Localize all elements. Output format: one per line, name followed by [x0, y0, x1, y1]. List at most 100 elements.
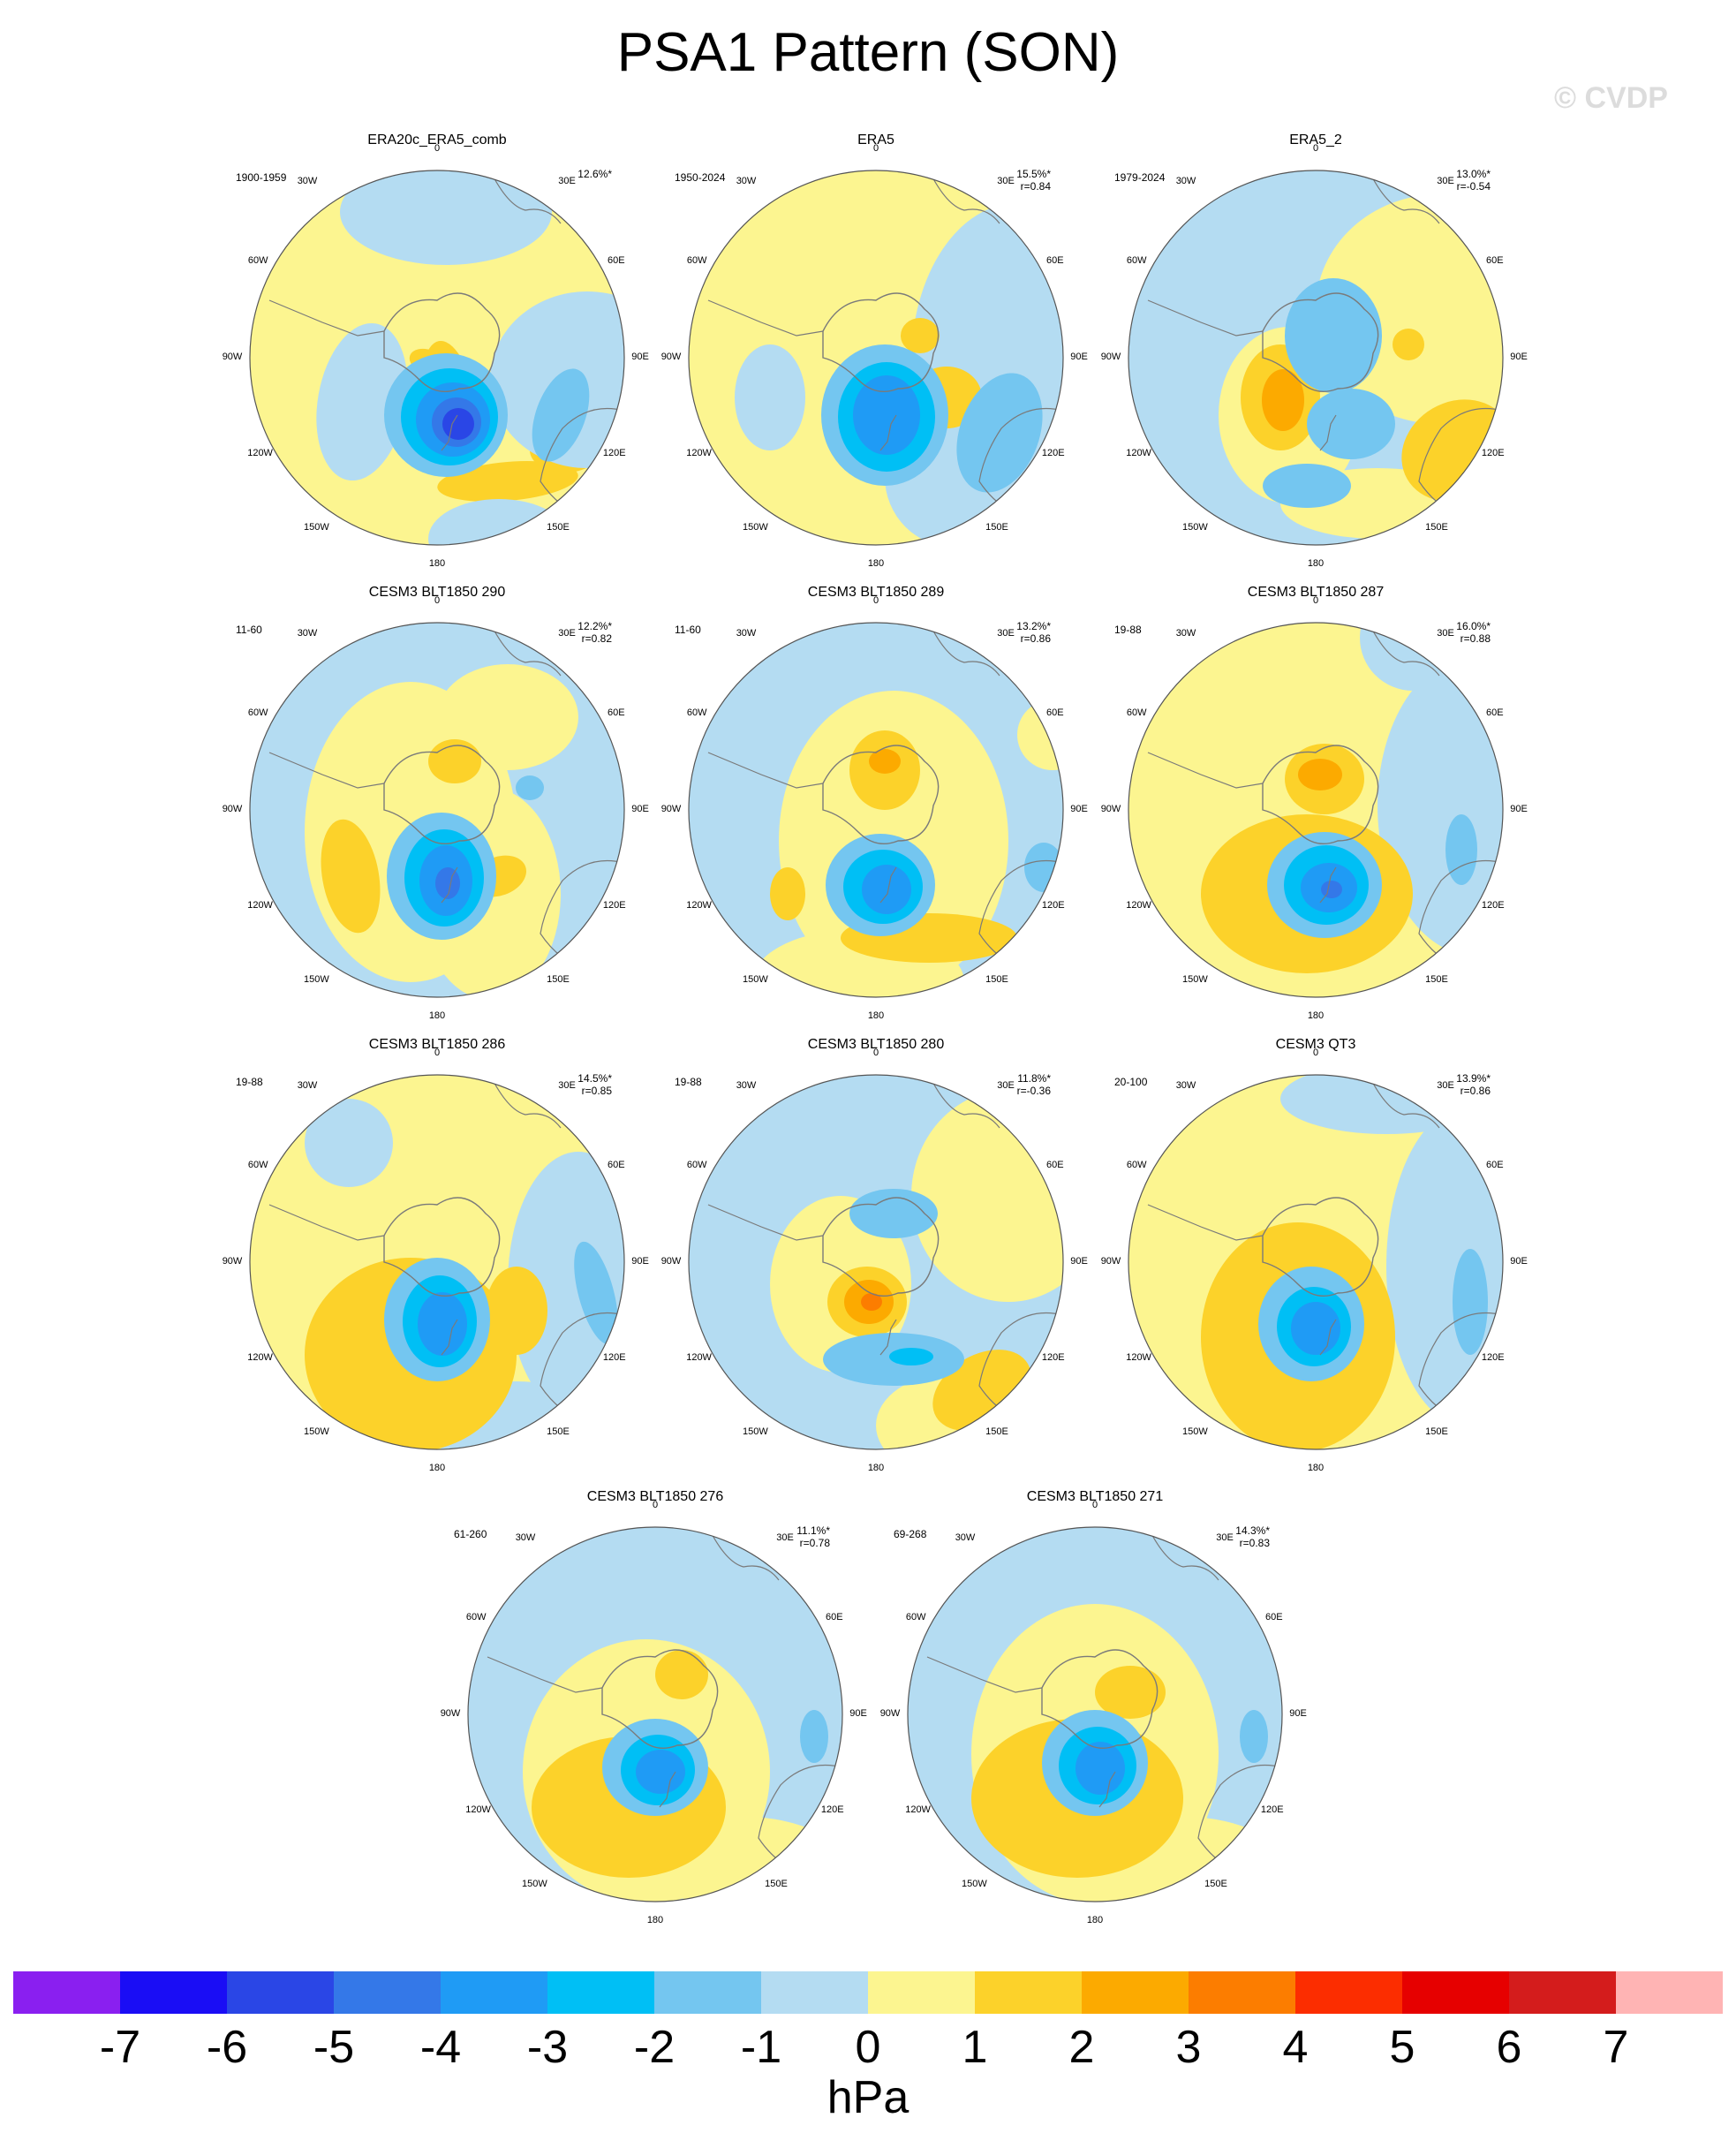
panel-title: CESM3 BLT1850 287 — [1247, 585, 1385, 600]
longitude-label: 0 — [434, 143, 441, 154]
polar-map — [1128, 1074, 1504, 1450]
contour-region — [490, 291, 624, 468]
longitude-label: 30E — [558, 628, 576, 639]
longitude-label: 60E — [607, 707, 625, 718]
panel-years: 19-88 — [236, 1076, 263, 1088]
longitude-label: 180 — [1307, 1463, 1325, 1473]
colorbar-bin — [334, 1971, 442, 2014]
longitude-label: 90W — [660, 352, 682, 362]
new-zealand-coastline — [441, 866, 458, 904]
panel-variance-pct: 13.0%* — [1456, 168, 1491, 180]
south-america-coastline — [707, 752, 824, 789]
new-zealand-coastline — [1319, 866, 1337, 904]
panel-title: ERA5 — [857, 132, 894, 147]
contour-region — [437, 664, 578, 770]
panel-years: 11-60 — [675, 624, 701, 636]
panel-stats: 13.9%* r=0.86 — [1436, 1072, 1491, 1097]
colorbar-tick-label: -2 — [633, 2022, 676, 2073]
contour-region — [1393, 329, 1424, 360]
polar-map — [688, 1074, 1064, 1450]
longitude-label: 0 — [872, 595, 879, 606]
longitude-label: 150W — [743, 1426, 768, 1437]
longitude-label: 150W — [522, 1878, 547, 1889]
longitude-label: 180 — [428, 558, 446, 569]
south-america-coastline — [268, 752, 385, 789]
longitude-label: 90W — [222, 352, 243, 362]
longitude-label: 150E — [1425, 1426, 1448, 1437]
longitude-label: 0 — [872, 143, 879, 154]
longitude-label: 0 — [652, 1500, 659, 1510]
longitude-label: 150E — [547, 521, 570, 533]
colorbar-bin — [1189, 1971, 1296, 2014]
contour-region — [1453, 1249, 1488, 1355]
panel-stats: 12.2%* r=0.82 — [557, 620, 612, 645]
contour-region — [1445, 814, 1477, 885]
longitude-label: 0 — [1312, 1048, 1319, 1058]
longitude-label: 30W — [736, 1080, 757, 1092]
longitude-label: 180 — [1307, 1010, 1325, 1021]
polar-map — [249, 1074, 625, 1450]
map-panel: CESM3 BLT1850 271 69-268 14.3%* r=0.83 0 30E 6… — [880, 1489, 1307, 1940]
colorbar-bin — [227, 1971, 335, 2014]
colorbar-bin — [1509, 1971, 1617, 2014]
africa-coastline — [1368, 170, 1440, 224]
contour-region — [1280, 1075, 1492, 1134]
longitude-label: 60W — [465, 1612, 487, 1622]
colorbar-tick-label: 4 — [1282, 2022, 1309, 2073]
longitude-label: 90E — [1510, 1256, 1528, 1267]
antarctica-coastline — [601, 1649, 719, 1749]
south-america-coastline — [1147, 752, 1264, 789]
longitude-label: 90W — [440, 1708, 461, 1719]
longitude-label: 30E — [997, 1080, 1015, 1092]
longitude-label: 30E — [1437, 1080, 1454, 1092]
longitude-label: 120W — [905, 1804, 931, 1815]
panel-correlation: r=0.88 — [1460, 632, 1491, 645]
longitude-label: 150E — [1425, 521, 1448, 533]
longitude-label: 60W — [1126, 707, 1147, 718]
polar-map — [907, 1526, 1283, 1902]
antarctica-coastline — [1262, 292, 1379, 392]
panel-variance-pct: 11.1%* — [796, 1524, 830, 1537]
panel-years: 19-88 — [675, 1076, 702, 1088]
contour-region — [1076, 1742, 1125, 1795]
colorbar-tick-label: 2 — [1068, 2022, 1095, 2073]
contour-region — [901, 318, 940, 353]
longitude-label: 120E — [602, 448, 626, 458]
panel-variance-pct: 16.0%* — [1456, 620, 1491, 632]
south-america-coastline — [1147, 299, 1264, 337]
longitude-label: 150W — [743, 973, 768, 985]
longitude-label: 180 — [428, 1010, 446, 1021]
panel-title: ERA20c_ERA5_comb — [367, 132, 507, 147]
map-panel: CESM3 BLT1850 289 11-60 13.2%* r=0.86 0 30E 60… — [661, 585, 1088, 1035]
panel-correlation: r=0.82 — [581, 632, 612, 645]
africa-coastline — [1368, 623, 1440, 677]
contour-region — [889, 1348, 933, 1365]
colorbar-tick-label: -6 — [206, 2022, 248, 2073]
contour-region — [1024, 843, 1063, 892]
colorbar-bin — [547, 1971, 655, 2014]
panel-stats: 11.8%* r=-0.36 — [996, 1072, 1051, 1097]
longitude-label: 90W — [660, 1256, 682, 1267]
map-rim — [1128, 1074, 1504, 1450]
antarctica-coastline — [822, 292, 940, 392]
longitude-label: 150W — [962, 1878, 987, 1889]
longitude-label: 150W — [743, 521, 768, 533]
longitude-label: 30W — [297, 628, 318, 639]
contour-region — [428, 499, 570, 545]
longitude-label: 150E — [1425, 973, 1448, 985]
contour-region — [1263, 464, 1351, 508]
contour-region — [770, 867, 805, 920]
contour-region — [418, 1292, 467, 1356]
longitude-label: 150W — [304, 973, 329, 985]
contour-region — [800, 1710, 828, 1763]
panel-years: 61-260 — [454, 1528, 487, 1540]
south-america-coastline — [1147, 1204, 1264, 1241]
longitude-label: 30E — [997, 628, 1015, 639]
longitude-label: 0 — [1312, 143, 1319, 154]
longitude-label: 120W — [1126, 448, 1151, 458]
longitude-label: 150E — [985, 521, 1008, 533]
longitude-label: 150E — [547, 973, 570, 985]
longitude-label: 60E — [1485, 255, 1504, 266]
panel-title: CESM3 BLT1850 290 — [368, 585, 506, 600]
panel-variance-pct: 12.2%* — [577, 620, 612, 632]
